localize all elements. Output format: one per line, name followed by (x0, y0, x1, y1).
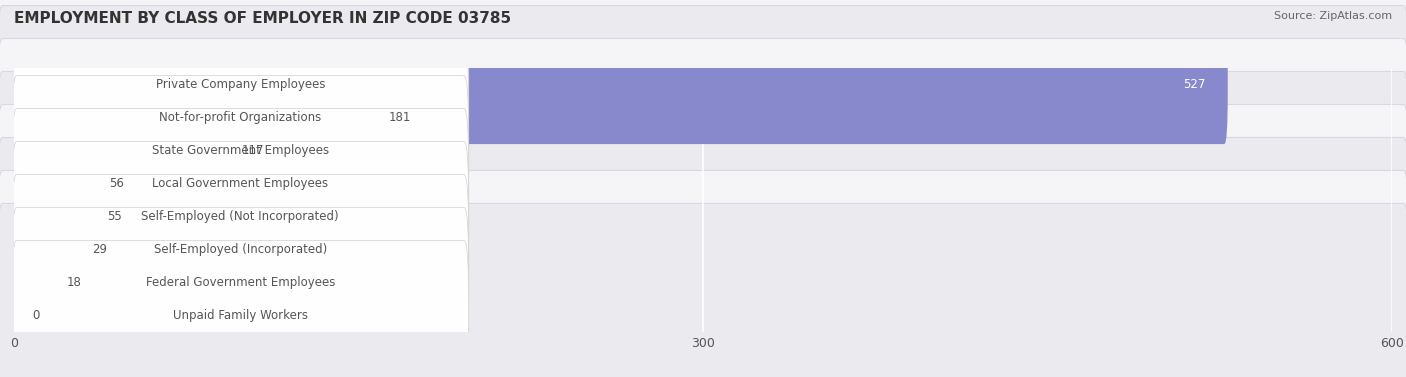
Text: 117: 117 (242, 144, 264, 157)
FancyBboxPatch shape (11, 156, 143, 276)
FancyBboxPatch shape (0, 6, 1406, 229)
FancyBboxPatch shape (0, 0, 1406, 196)
FancyBboxPatch shape (0, 170, 1406, 377)
FancyBboxPatch shape (0, 72, 1406, 295)
FancyBboxPatch shape (11, 256, 22, 375)
FancyBboxPatch shape (11, 124, 146, 243)
Text: State Government Employees: State Government Employees (152, 144, 329, 157)
Text: EMPLOYMENT BY CLASS OF EMPLOYER IN ZIP CODE 03785: EMPLOYMENT BY CLASS OF EMPLOYER IN ZIP C… (14, 11, 512, 26)
Text: 55: 55 (107, 210, 122, 223)
FancyBboxPatch shape (0, 204, 1406, 377)
FancyBboxPatch shape (11, 142, 468, 291)
Text: 18: 18 (67, 276, 82, 289)
FancyBboxPatch shape (11, 76, 468, 225)
Text: Self-Employed (Not Incorporated): Self-Employed (Not Incorporated) (142, 210, 339, 223)
Text: 181: 181 (389, 111, 412, 124)
FancyBboxPatch shape (11, 109, 468, 258)
FancyBboxPatch shape (11, 58, 433, 177)
FancyBboxPatch shape (0, 38, 1406, 262)
FancyBboxPatch shape (11, 10, 468, 159)
Text: Not-for-profit Organizations: Not-for-profit Organizations (159, 111, 322, 124)
Text: Self-Employed (Incorporated): Self-Employed (Incorporated) (153, 243, 326, 256)
FancyBboxPatch shape (11, 90, 287, 210)
FancyBboxPatch shape (0, 104, 1406, 328)
FancyBboxPatch shape (11, 175, 468, 324)
FancyBboxPatch shape (0, 138, 1406, 361)
Text: Unpaid Family Workers: Unpaid Family Workers (173, 309, 308, 322)
Text: Source: ZipAtlas.com: Source: ZipAtlas.com (1274, 11, 1392, 21)
FancyBboxPatch shape (11, 208, 468, 357)
FancyBboxPatch shape (11, 190, 84, 309)
FancyBboxPatch shape (11, 222, 59, 342)
Text: Federal Government Employees: Federal Government Employees (146, 276, 335, 289)
Text: Private Company Employees: Private Company Employees (156, 78, 325, 91)
FancyBboxPatch shape (11, 43, 468, 192)
FancyBboxPatch shape (11, 241, 468, 377)
Text: Local Government Employees: Local Government Employees (152, 177, 329, 190)
Text: 527: 527 (1184, 78, 1206, 91)
Text: 29: 29 (93, 243, 107, 256)
Text: 0: 0 (32, 309, 39, 322)
FancyBboxPatch shape (11, 25, 1227, 144)
Text: 56: 56 (110, 177, 124, 190)
